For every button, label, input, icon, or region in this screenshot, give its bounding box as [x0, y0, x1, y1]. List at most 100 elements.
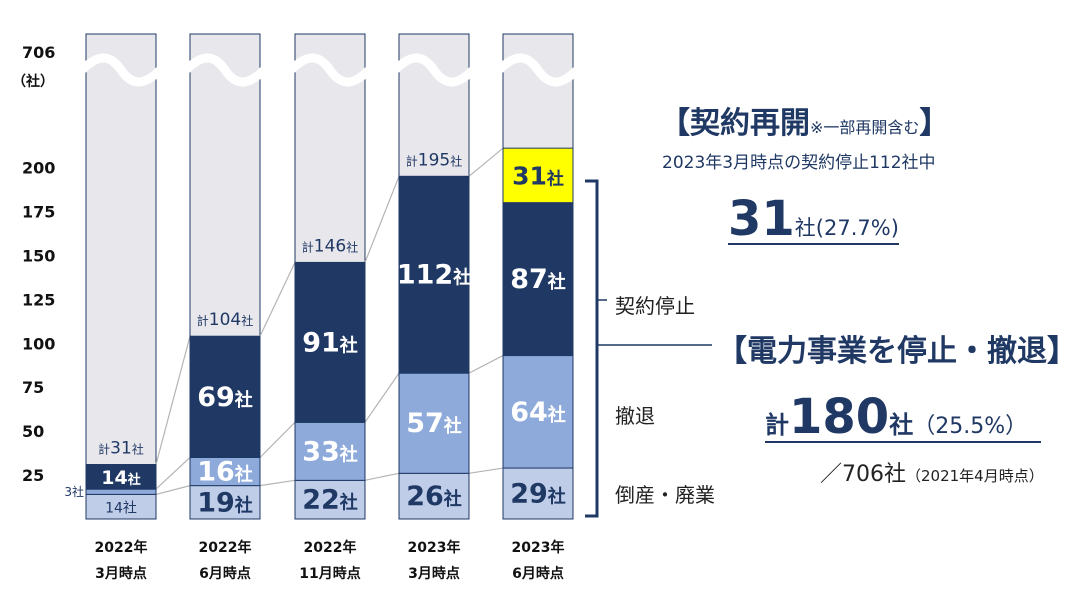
bar-withdraw-0 — [85, 488, 157, 495]
bar-suspend-1 — [189, 335, 261, 458]
data-label-suspend-4-unit: 社 — [548, 271, 566, 293]
total-label-kei: 計 — [302, 239, 314, 254]
data-label-bankrupt-4: 29社 — [510, 479, 566, 510]
data-label-bankrupt-1-unit: 社 — [235, 494, 253, 516]
bar-bankrupt-1 — [189, 485, 261, 520]
total-label-kei: 計 — [406, 153, 418, 168]
x-label-month-0: 3月時点 — [95, 565, 147, 582]
data-label-bankrupt-3: 26社 — [406, 481, 462, 512]
data-label-withdraw-3: 57社 — [406, 408, 462, 439]
exit-total-sha: 社 — [889, 411, 914, 439]
legend-bankrupt-label: 倒産・廃業 — [615, 483, 715, 507]
x-label-month-3: 3月時点 — [408, 565, 460, 582]
total-label-sha: 社 — [346, 239, 358, 254]
y-tick-175: 175 — [22, 202, 55, 221]
total-label-3: 計195社 — [406, 150, 462, 170]
x-label-year-0: 2022年 — [95, 539, 148, 556]
bracket — [585, 179, 599, 518]
connector-resume-3 — [468, 147, 504, 177]
axis-break-wave-4 — [495, 53, 581, 87]
data-label-bankrupt-4-number: 29 — [510, 479, 548, 510]
legend-suspend-label: 契約停止 — [615, 294, 695, 318]
data-label-bankrupt-2-number: 22 — [302, 485, 340, 516]
resume-title-note: ※一部再開含む — [810, 118, 920, 137]
bar-suspend-4 — [502, 202, 574, 357]
total-label-0: 計31社 — [98, 439, 144, 459]
x-label-month-2: 11月時点 — [299, 565, 360, 582]
data-label-suspend-3-unit: 社 — [453, 267, 471, 289]
connector-total-1 — [259, 262, 296, 337]
y-tick-100: 100 — [22, 334, 55, 353]
connector-withdraw-3 — [468, 355, 504, 374]
data-label-bankrupt-1: 19社 — [197, 487, 253, 518]
data-label-withdraw-1: 16社 — [197, 457, 253, 488]
resume-title: 【契約再開※一部再開含む】 — [660, 98, 949, 142]
data-label-withdraw-3-number: 57 — [406, 408, 444, 439]
data-label-suspend-2-unit: 社 — [340, 334, 358, 356]
resume-count-number: 31 — [728, 191, 795, 247]
y-tick-50: 50 — [22, 422, 44, 441]
exit-denominator-value: ／706社 — [820, 462, 906, 487]
resume-title-close: 】 — [919, 106, 950, 141]
data-label-suspend-3-number: 112 — [397, 260, 453, 291]
y-tick-150: 150 — [22, 246, 55, 265]
legend-withdraw-label: 撤退 — [615, 404, 655, 428]
connector-bankrupt-1 — [259, 479, 296, 487]
total-label-num: 31 — [110, 439, 132, 459]
data-label-withdraw-2-unit: 社 — [340, 443, 358, 465]
y-tick-125: 125 — [22, 290, 55, 309]
data-label-suspend-1-number: 69 — [197, 382, 235, 413]
x-label-year-4: 2023年 — [512, 539, 565, 556]
data-label-withdraw-2-number: 33 — [302, 436, 340, 467]
data-label-bankrupt-0: 14社 — [105, 501, 137, 517]
bar-withdraw-1 — [189, 456, 261, 487]
data-label-resume-4: 31社 — [512, 161, 564, 190]
data-label-withdraw-4: 64社 — [510, 397, 566, 428]
x-label-month-1: 6月時点 — [199, 565, 251, 582]
data-label-withdraw-3-unit: 社 — [444, 415, 462, 437]
exit-total-number: 180 — [789, 389, 890, 445]
data-label-suspend-0: 14社 — [101, 467, 140, 489]
exit-title: 【電力事業を停止・撤退】 — [717, 334, 1077, 369]
axis-break-wave-2 — [287, 53, 373, 87]
data-label-withdraw-4-unit: 社 — [548, 404, 566, 426]
data-label-bankrupt-3-number: 26 — [406, 481, 444, 512]
connector-total-2 — [364, 176, 400, 263]
bar-suspend-2 — [294, 261, 366, 423]
bar-bankrupt-3 — [398, 472, 470, 520]
data-label-bankrupt-4-unit: 社 — [548, 486, 566, 508]
total-label-kei: 計 — [98, 442, 110, 457]
data-label-withdraw-2: 33社 — [302, 436, 358, 467]
total-label-1: 計104社 — [197, 310, 253, 330]
data-label-withdraw-1-unit: 社 — [235, 464, 253, 486]
y-tick-200: 200 — [22, 159, 55, 178]
y-tick-75: 75 — [22, 378, 44, 397]
total-label-num: 104 — [209, 310, 241, 330]
data-label-withdraw-4-number: 64 — [510, 397, 548, 428]
y-tick-top: 706 — [22, 43, 55, 62]
resume-count-rest: 社(27.7%) — [794, 216, 899, 240]
resume-count: 31社(27.7%) — [728, 195, 899, 245]
data-label-resume-4-unit: 社 — [546, 168, 564, 189]
data-label-resume-4-number: 31 — [512, 161, 547, 190]
bar-suspend-3 — [398, 175, 470, 374]
exit-total-kei: 計 — [765, 411, 789, 439]
data-label-suspend-1-unit: 社 — [235, 389, 253, 411]
total-label-num: 195 — [418, 150, 450, 170]
total-label-2: 計146社 — [302, 236, 358, 256]
exit-denominator-note: （2021年4月時点） — [906, 467, 1044, 485]
axis-break-wave-1 — [182, 53, 268, 87]
axis-break-wave-0 — [78, 53, 164, 87]
resume-title-open: 【契約再開 — [660, 106, 810, 141]
connector-bankrupt-2 — [364, 472, 400, 481]
bar-suspend-0 — [85, 464, 157, 490]
data-label-withdraw-1-number: 16 — [197, 457, 235, 488]
connector-total-0 — [155, 336, 191, 465]
bar-withdraw-3 — [398, 372, 470, 474]
column-background-0 — [85, 33, 157, 520]
bar-resume-4 — [502, 147, 574, 204]
data-label-bankrupt-1-number: 19 — [197, 487, 235, 518]
exit-total-percent: （25.5%） — [913, 414, 1028, 439]
data-label-bankrupt-2: 22社 — [302, 485, 358, 516]
data-label-suspend-3: 112社 — [397, 260, 471, 291]
